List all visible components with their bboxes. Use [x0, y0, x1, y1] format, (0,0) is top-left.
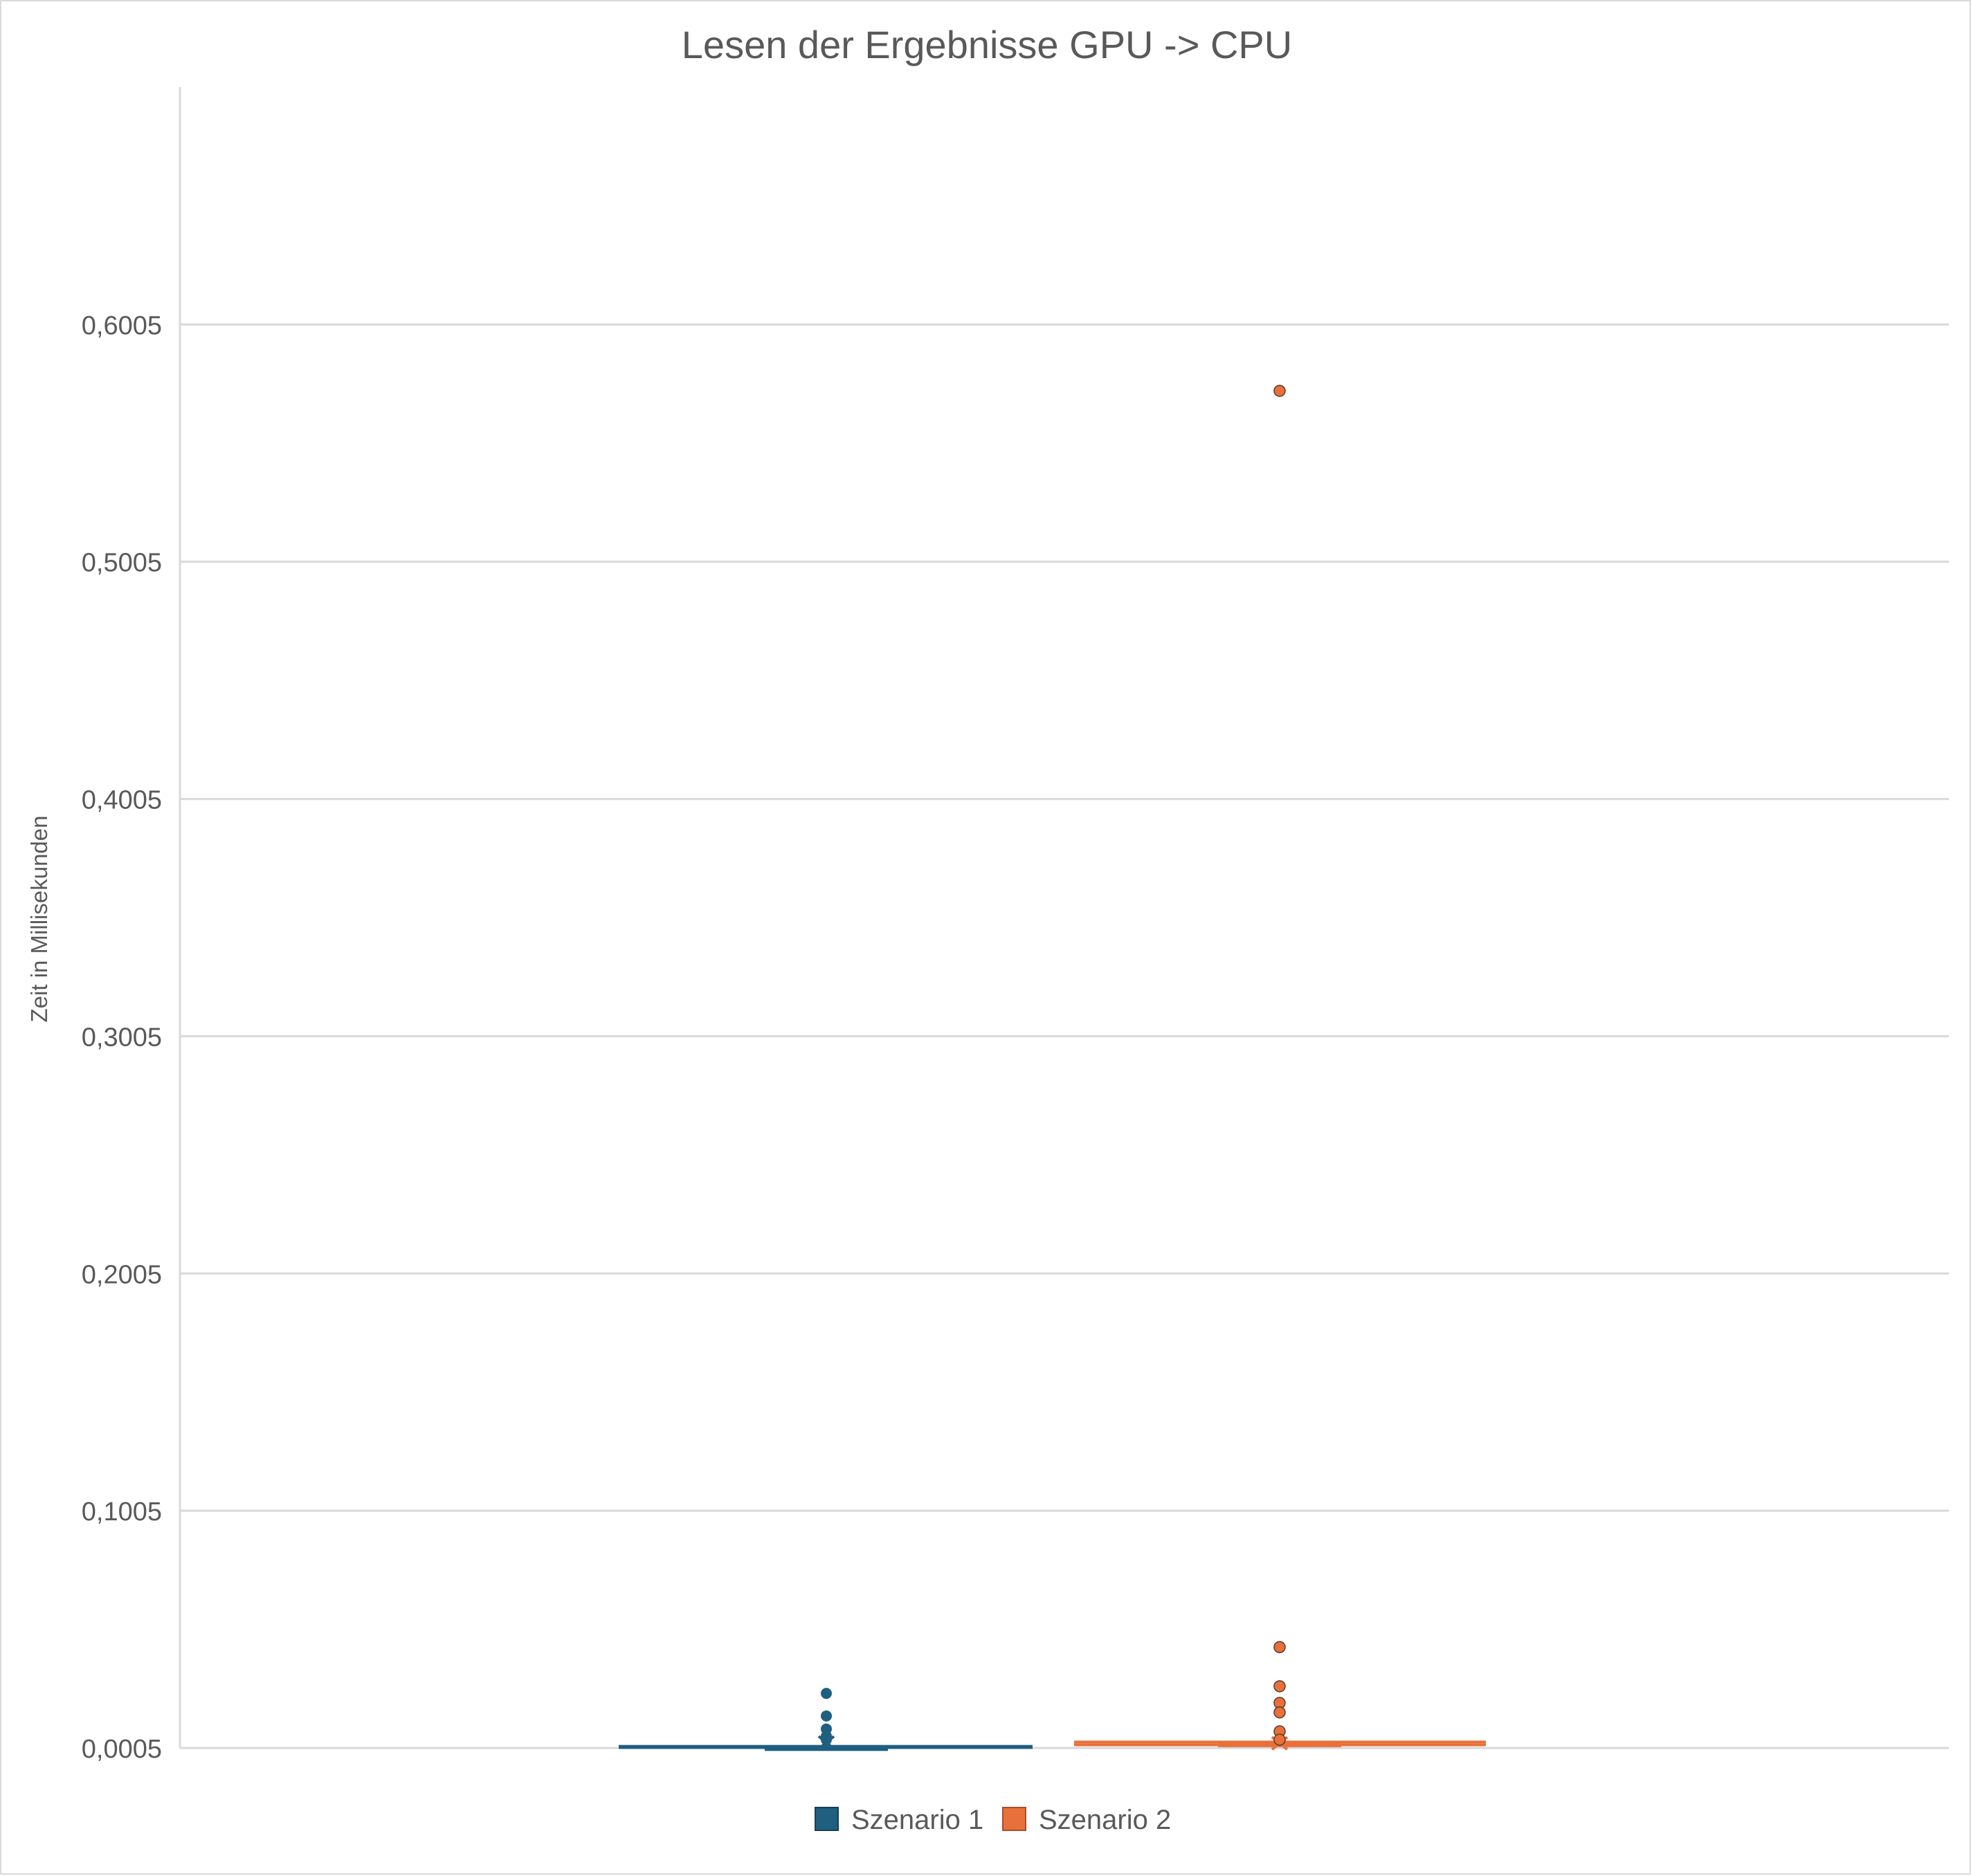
outlier-point [1273, 385, 1286, 397]
y-tick-label: 0,5005 [82, 549, 162, 578]
chart-title: Lesen der Ergebnisse GPU -> CPU [682, 23, 1292, 66]
outlier-point [1273, 1733, 1286, 1746]
outlier-point [821, 1710, 832, 1722]
legend-item-1: Szenario 1 [815, 1805, 983, 1835]
outlier-point [821, 1688, 832, 1700]
y-tick-label: 0,1005 [82, 1497, 162, 1527]
y-tick-label: 0,4005 [82, 786, 162, 815]
gridlines [180, 323, 1949, 1749]
legend-swatch [815, 1807, 839, 1831]
legend-item-2: Szenario 2 [1002, 1805, 1171, 1835]
box-2 [1074, 385, 1486, 1751]
legend-swatch [1002, 1807, 1026, 1831]
box-series [619, 385, 1486, 1751]
legend-label: Szenario 2 [1039, 1805, 1171, 1835]
legend-label: Szenario 1 [851, 1805, 983, 1835]
y-tick-label: 0,6005 [82, 311, 162, 340]
y-axis-ticks: 0,0005 0,1005 0,2005 0,3005 0,4005 0,5005 0,60… [82, 311, 162, 1764]
outlier-point [1273, 1641, 1286, 1654]
y-tick-label: 0,3005 [82, 1023, 162, 1052]
outlier-point [821, 1734, 832, 1745]
y-tick-label: 0,2005 [82, 1260, 162, 1289]
y-axis-title: Zeit in Millisekunden [26, 816, 52, 1023]
outlier-point [1273, 1706, 1286, 1719]
box-1 [619, 1688, 1033, 1751]
y-tick-label: 0,0005 [82, 1735, 162, 1764]
legend: Szenario 1 Szenario 2 [815, 1805, 1171, 1835]
outlier-point [1273, 1680, 1286, 1693]
